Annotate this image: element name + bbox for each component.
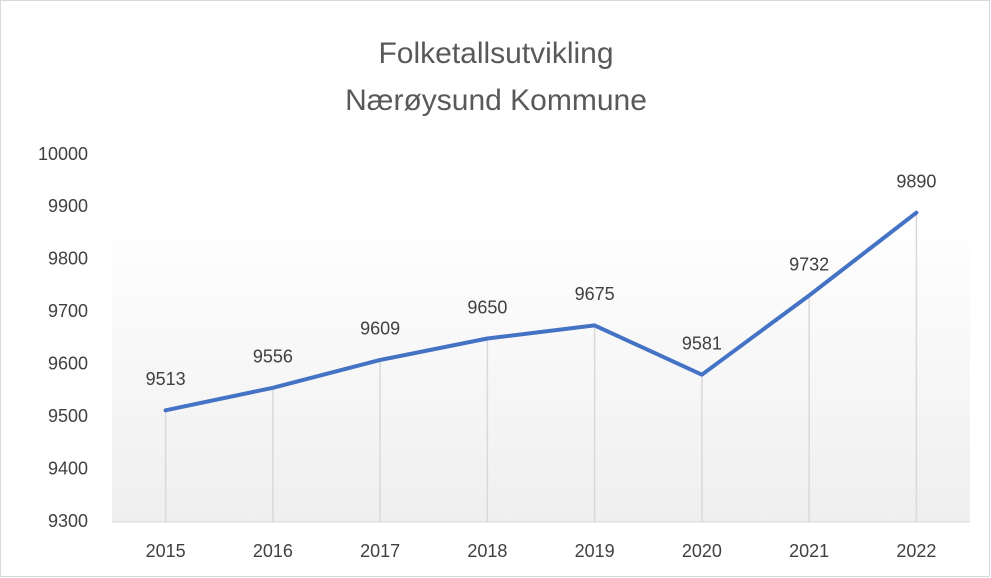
data-label: 9732 [789, 254, 829, 274]
y-tick-label: 10000 [38, 144, 88, 164]
data-label: 9556 [253, 347, 293, 367]
data-label: 9890 [896, 171, 936, 191]
x-tick-label: 2016 [253, 541, 293, 561]
chart-title: Folketallsutvikling [378, 37, 613, 70]
data-label: 9675 [575, 284, 615, 304]
x-tick-label: 2017 [360, 541, 400, 561]
x-tick-label: 2018 [467, 541, 507, 561]
data-label: 9650 [467, 297, 507, 317]
y-tick-label: 9900 [48, 196, 88, 216]
chart-subtitle: Nærøysund Kommune [345, 84, 647, 117]
y-tick-label: 9400 [48, 458, 88, 478]
data-label: 9609 [360, 319, 400, 339]
data-line [163, 210, 919, 413]
x-tick-label: 2019 [575, 541, 615, 561]
y-tick-label: 9800 [48, 249, 88, 269]
x-tick-label: 2022 [896, 541, 936, 561]
data-label: 9513 [146, 369, 186, 389]
x-tick-label: 2015 [146, 541, 186, 561]
x-tick-label: 2021 [789, 541, 829, 561]
plot-background [112, 215, 970, 522]
data-label: 9581 [682, 333, 722, 353]
y-tick-label: 9500 [48, 406, 88, 426]
x-tick-label: 2020 [682, 541, 722, 561]
y-tick-label: 9600 [48, 353, 88, 373]
y-tick-label: 9700 [48, 301, 88, 321]
y-tick-label: 9300 [48, 511, 88, 531]
